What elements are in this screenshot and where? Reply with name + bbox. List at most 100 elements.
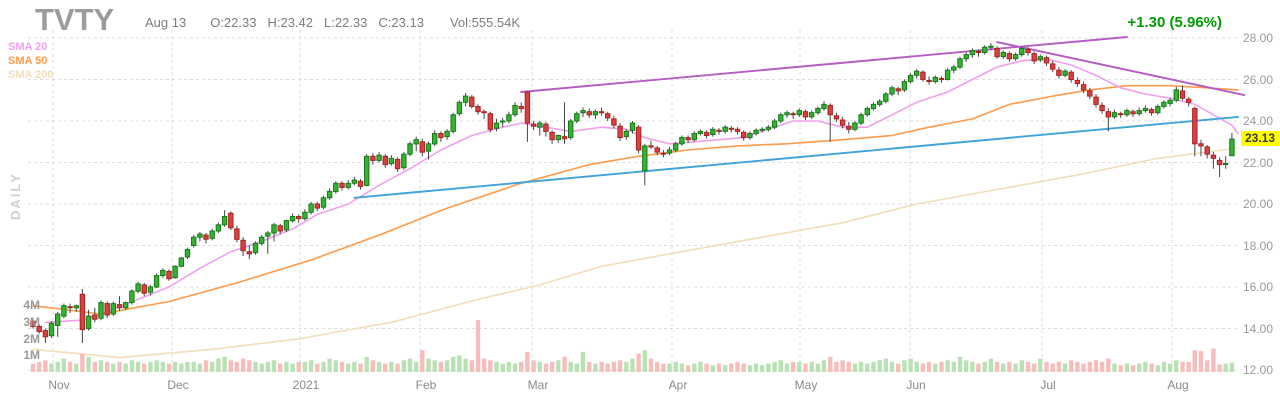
- candle-body: [951, 66, 957, 71]
- volume-bar: [457, 355, 462, 373]
- candle-body: [864, 108, 870, 116]
- candle-body: [642, 145, 648, 172]
- candle-body: [574, 113, 580, 122]
- candle-body: [568, 120, 574, 139]
- candle-body: [605, 113, 611, 119]
- volume-bar: [315, 363, 320, 372]
- candle-body: [376, 154, 382, 161]
- candle-body: [716, 129, 722, 132]
- candle-body: [530, 123, 537, 127]
- candle-body: [790, 113, 796, 116]
- volume-bar: [444, 360, 450, 372]
- volume-bar: [105, 361, 110, 372]
- volume-bar: [512, 363, 518, 372]
- volume-bar: [1081, 363, 1086, 372]
- candle-body: [679, 137, 685, 145]
- volume-bar: [772, 361, 777, 372]
- candle-body: [975, 51, 982, 53]
- candle-body: [277, 225, 283, 232]
- candle-body: [543, 123, 549, 132]
- candle-body: [685, 137, 691, 141]
- candle-body: [333, 182, 339, 193]
- volume-bar: [790, 361, 796, 372]
- volume-bar: [1229, 362, 1235, 372]
- volume-bar: [778, 360, 783, 372]
- volume-bar: [753, 363, 759, 372]
- volume-bar: [642, 350, 647, 372]
- candle-body: [153, 275, 160, 288]
- legend-item-sma-20: SMA 20: [8, 41, 48, 53]
- volume-bar: [698, 361, 703, 372]
- volume-bar: [1198, 351, 1204, 372]
- volume-bar: [67, 361, 73, 372]
- month-label: Jul: [1040, 378, 1056, 392]
- volume-bar: [549, 361, 555, 372]
- volume-bar: [1118, 365, 1123, 372]
- volume-bar: [865, 363, 870, 372]
- candle-body: [481, 111, 487, 114]
- month-label: Feb: [415, 378, 437, 392]
- candle-body: [1173, 89, 1179, 101]
- candle-body: [815, 108, 821, 114]
- candle-body: [969, 50, 976, 56]
- volume-bar: [74, 363, 79, 372]
- volume-bar: [321, 361, 326, 372]
- volume-bar: [648, 358, 654, 372]
- candle-body: [302, 211, 308, 220]
- volume-bar: [951, 361, 956, 372]
- candle-body: [592, 111, 599, 116]
- candle-body: [1056, 69, 1062, 76]
- volume-bar: [537, 361, 542, 372]
- candle-body: [475, 106, 481, 113]
- volume-bar: [636, 353, 641, 372]
- candle-body: [401, 153, 407, 169]
- candle-body: [537, 122, 543, 128]
- volume-bar: [327, 358, 332, 372]
- volume-bar: [587, 361, 592, 372]
- volume-bar: [1217, 364, 1222, 372]
- volume-bar: [704, 363, 709, 372]
- volume-bar: [1032, 363, 1037, 372]
- candle-body: [141, 284, 147, 294]
- candle-body: [240, 239, 246, 252]
- candle-body: [827, 104, 833, 116]
- candle-body: [1074, 80, 1081, 85]
- candle-body: [673, 143, 679, 151]
- candle-body: [432, 133, 438, 145]
- candle-body: [500, 120, 506, 123]
- price-tick-label: 14.00: [1243, 322, 1274, 336]
- candle-body: [1105, 111, 1111, 118]
- volume-tick-label: 4M: [23, 298, 40, 312]
- candle-body: [67, 306, 73, 309]
- candle-body: [296, 216, 302, 220]
- volume-bar: [883, 358, 888, 372]
- volume-bar: [154, 360, 159, 372]
- volume-bar: [1211, 348, 1216, 372]
- candle-body: [1006, 53, 1013, 60]
- volume-bar: [840, 360, 845, 372]
- volume-bar: [228, 360, 233, 372]
- volume-bar: [902, 360, 907, 372]
- candle-body: [944, 69, 951, 80]
- volume-bar: [278, 363, 283, 372]
- candle-body: [1025, 48, 1031, 54]
- candle-body: [1037, 56, 1043, 61]
- candle-body: [870, 103, 877, 110]
- volume-bar: [469, 360, 474, 372]
- volume-bar: [123, 363, 128, 372]
- candle-body: [778, 114, 784, 122]
- candle-body: [771, 120, 778, 128]
- volume-bar: [1013, 363, 1018, 372]
- candle-body: [858, 114, 864, 124]
- candle-body: [259, 236, 265, 244]
- volume-bar: [543, 363, 549, 372]
- volume-bar: [240, 358, 246, 372]
- candle-body: [320, 197, 327, 208]
- candle-body: [907, 74, 914, 83]
- candle-body: [524, 91, 531, 124]
- candle-body: [42, 330, 49, 338]
- candle-body: [722, 126, 728, 132]
- candle-body: [1223, 163, 1229, 165]
- month-label: Dec: [167, 378, 189, 392]
